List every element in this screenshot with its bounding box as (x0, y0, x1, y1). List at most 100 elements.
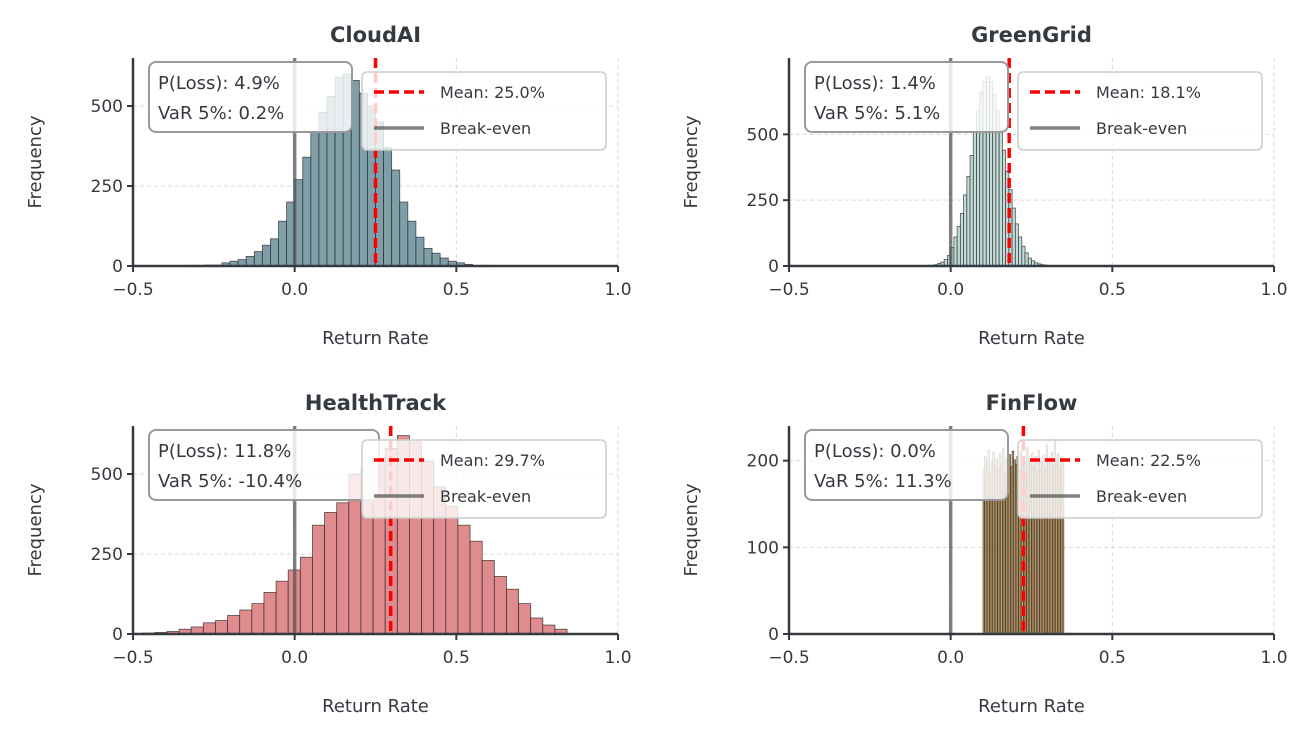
stats-box (148, 61, 353, 133)
histogram-bar (969, 155, 974, 267)
x-tick-label: −0.5 (768, 648, 809, 668)
histogram-bar (227, 615, 241, 635)
histogram-bar (506, 588, 519, 635)
y-tick-label: 500 (91, 97, 123, 117)
x-tick-label: 0.0 (937, 648, 964, 668)
x-tick-label: 0.0 (281, 648, 308, 668)
histogram-bar (481, 560, 495, 635)
histogram-bar (972, 131, 977, 267)
histogram-bar (270, 238, 279, 267)
histogram-bar (251, 603, 265, 635)
histogram-bar (302, 156, 312, 267)
chart-panel-greengrid: −0.5 0.0 0.5 1.0 0 250 500 GreenGrid Return Rate… (681, 23, 1288, 349)
histogram-bar (956, 226, 961, 267)
x-tick-label: 0.0 (281, 280, 308, 300)
stats-p-loss: P(Loss): 11.8% (158, 441, 291, 462)
histogram-bar (299, 556, 313, 635)
stats-var: VaR 5%: -10.4% (158, 471, 302, 492)
y-tick-label: 250 (91, 545, 123, 565)
histogram-bar (245, 255, 255, 267)
histogram-bar (530, 617, 544, 635)
x-tick-label: −0.5 (768, 280, 809, 300)
histogram-bar (469, 540, 483, 635)
y-axis-label: Frequency (681, 115, 702, 208)
y-tick-label: 200 (747, 452, 779, 472)
histogram-bar (310, 131, 320, 267)
histogram-bar (953, 236, 958, 267)
stats-var: VaR 5%: 0.2% (158, 103, 284, 124)
histogram-bar (407, 220, 417, 267)
histogram-bar (457, 524, 471, 635)
histogram-bar (261, 244, 271, 267)
y-tick-label: 250 (91, 177, 123, 197)
x-tick-label: 1.0 (1260, 280, 1287, 300)
histogram-bar (1021, 245, 1026, 267)
chart-panel-finflow: −0.5 0.0 0.5 1.0 0 100 200 FinFlow Return Rate Fr… (681, 391, 1288, 717)
histogram-bar (1014, 223, 1019, 267)
x-tick-label: 1.0 (604, 280, 631, 300)
legend-mean-label: Mean: 25.0% (440, 83, 545, 102)
histogram-bar (1011, 207, 1016, 267)
histogram-bar (998, 128, 1003, 267)
histogram-bar (215, 620, 228, 635)
histogram-bar (312, 524, 325, 635)
histogram-bar (253, 251, 263, 267)
y-tick-label: 100 (747, 538, 779, 558)
x-tick-label: 0.0 (937, 280, 964, 300)
panel-title: FinFlow (986, 391, 1078, 415)
histogram-bar (542, 624, 556, 635)
panel-title: CloudAI (330, 23, 421, 47)
x-tick-label: 0.5 (1099, 648, 1126, 668)
histogram-bar (202, 622, 216, 635)
histogram-bar (431, 252, 441, 267)
x-tick-label: 1.0 (604, 648, 631, 668)
histogram-bar (1018, 236, 1023, 267)
chart-panel-cloudai: −0.5 0.0 0.5 1.0 0 250 500 CloudAI Return Rate Fr… (25, 23, 632, 349)
histogram-bar (275, 580, 289, 635)
histogram-bar (415, 236, 425, 267)
x-axis-label: Return Rate (978, 328, 1085, 349)
x-tick-label: 0.5 (443, 648, 470, 668)
legend-breakeven-label: Break-even (1096, 119, 1187, 138)
histogram-bar (239, 609, 253, 635)
x-axis-label: Return Rate (322, 696, 429, 717)
histogram-bar (399, 201, 409, 267)
y-axis-label: Frequency (25, 483, 46, 576)
stats-p-loss: P(Loss): 4.9% (158, 73, 280, 94)
histogram-bar (263, 592, 277, 635)
stats-var: VaR 5%: 5.1% (814, 103, 940, 124)
legend-breakeven-label: Break-even (440, 487, 531, 506)
stats-box (804, 429, 1009, 501)
x-axis-label: Return Rate (322, 328, 429, 349)
histogram-bar (493, 576, 507, 635)
histogram-bar (995, 110, 1000, 267)
y-tick-label: 0 (768, 257, 779, 277)
histogram-bar (423, 247, 433, 267)
stats-p-loss: P(Loss): 1.4% (814, 73, 936, 94)
y-tick-label: 0 (112, 625, 123, 645)
histogram-bar (976, 110, 981, 267)
y-tick-label: 250 (747, 191, 779, 211)
y-tick-label: 500 (747, 125, 779, 145)
x-tick-label: 1.0 (1260, 648, 1287, 668)
x-tick-label: −0.5 (112, 648, 153, 668)
stats-box (804, 61, 1009, 133)
legend-mean-label: Mean: 18.1% (1096, 83, 1201, 102)
y-axis-label: Frequency (681, 483, 702, 576)
y-tick-label: 0 (768, 625, 779, 645)
x-tick-label: 0.5 (1099, 280, 1126, 300)
histogram-bar (324, 512, 338, 635)
legend-breakeven-label: Break-even (1096, 487, 1187, 506)
histogram-bar (336, 502, 350, 635)
x-tick-label: 0.5 (443, 280, 470, 300)
stats-var: VaR 5%: 11.3% (814, 471, 952, 492)
y-tick-label: 500 (91, 465, 123, 485)
panel-title: GreenGrid (971, 23, 1092, 47)
stats-p-loss: P(Loss): 0.0% (814, 441, 936, 462)
histogram-bar (1002, 149, 1007, 267)
x-tick-label: −0.5 (112, 280, 153, 300)
histogram-bar (318, 112, 328, 267)
panel-title: HealthTrack (305, 391, 447, 415)
histogram-bar (959, 212, 964, 267)
